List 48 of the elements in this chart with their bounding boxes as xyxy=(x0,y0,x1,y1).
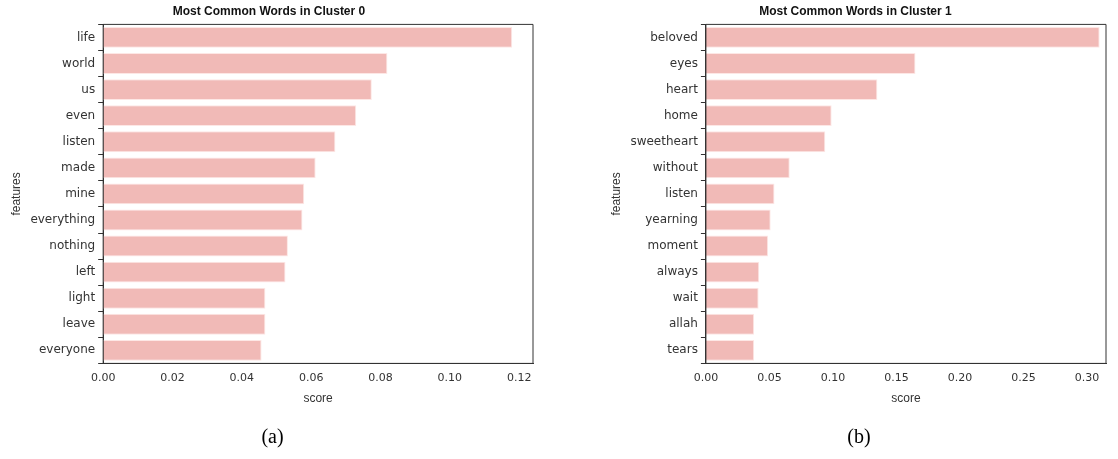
y-tick-label: wait xyxy=(672,290,699,305)
x-tick-label: 0.10 xyxy=(820,370,846,384)
y-tick-label: nothing xyxy=(49,238,96,253)
y-tick-label: eyes xyxy=(669,55,698,70)
y-tick-label: left xyxy=(75,264,96,279)
y-tick-label: listen xyxy=(665,186,698,201)
x-tick-label: 0.06 xyxy=(298,370,324,384)
y-tick-label: us xyxy=(81,81,96,96)
x-tick-label: 0.02 xyxy=(160,370,185,384)
x-tick-label: 0.04 xyxy=(229,370,255,384)
y-tick-label: sweetheart xyxy=(630,133,699,148)
text: (a) xyxy=(260,425,285,448)
y-tick-label: listen xyxy=(62,133,96,148)
y-tick-label: allah xyxy=(668,316,698,331)
text: (b) xyxy=(846,425,872,448)
y-tick-label: world xyxy=(62,55,96,70)
y-tick-label: tears xyxy=(667,342,698,357)
x-tick-label: 0.20 xyxy=(947,370,973,384)
y-tick-label: everything xyxy=(30,212,96,227)
y-tick-label: beloved xyxy=(650,29,698,44)
y-tick-label: life xyxy=(76,29,96,44)
x-axis-title: score xyxy=(303,391,334,406)
x-tick-label: 0.00 xyxy=(90,370,116,384)
chart-title: Most Common Words in Cluster 0 xyxy=(172,3,366,18)
y-tick-label: moment xyxy=(647,238,699,253)
x-tick-label: 0.30 xyxy=(1074,370,1100,384)
y-tick-label: leave xyxy=(62,316,96,331)
y-axis-title: features xyxy=(8,172,23,216)
x-tick-label: 0.12 xyxy=(506,370,532,384)
chart-title: Most Common Words in Cluster 1 xyxy=(759,3,953,18)
y-tick-label: heart xyxy=(665,81,699,96)
x-tick-label: 0.05 xyxy=(757,370,782,384)
y-tick-label: made xyxy=(61,159,96,174)
y-tick-label: everyone xyxy=(38,342,96,357)
x-tick-label: 0.08 xyxy=(368,370,393,384)
y-tick-label: home xyxy=(663,107,698,122)
y-tick-label: light xyxy=(68,290,96,305)
y-tick-label: mine xyxy=(65,186,96,201)
y-tick-label: always xyxy=(656,264,698,279)
y-axis-title: features xyxy=(608,172,623,216)
y-tick-label: even xyxy=(65,107,96,122)
x-tick-label: 0.25 xyxy=(1011,370,1036,384)
y-tick-label: yearning xyxy=(645,212,698,227)
x-tick-label: 0.15 xyxy=(884,370,909,384)
x-tick-label: 0.10 xyxy=(437,370,463,384)
y-tick-label: without xyxy=(652,159,699,174)
x-axis-title: score xyxy=(891,391,921,406)
x-tick-label: 0.00 xyxy=(693,370,719,384)
